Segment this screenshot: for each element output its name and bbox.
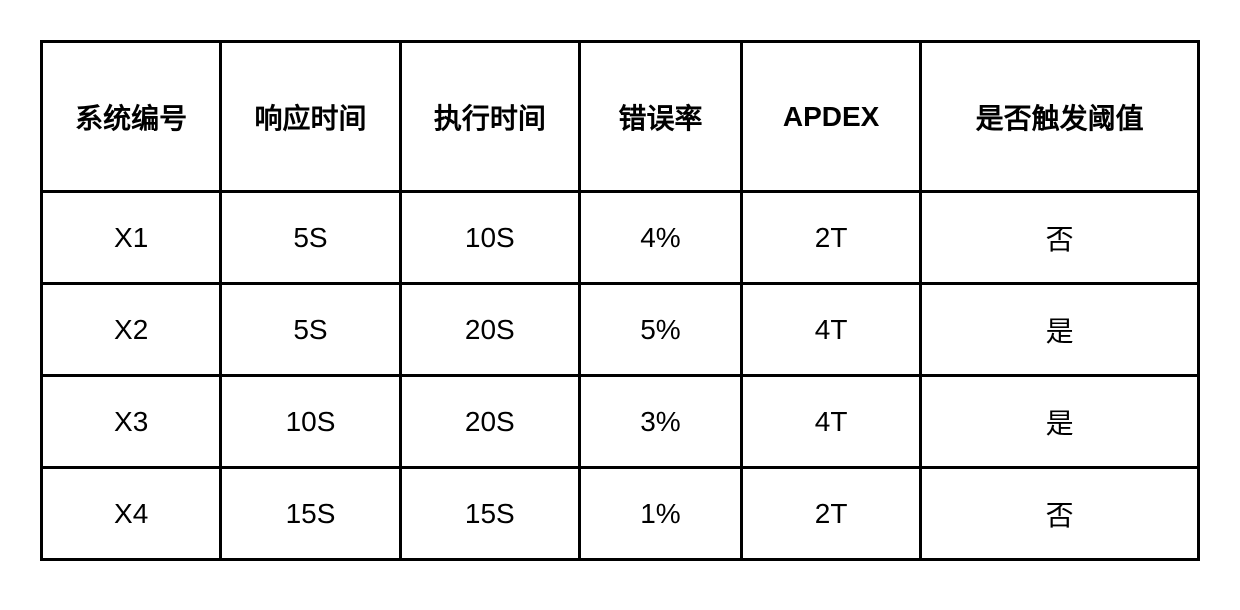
cell-error-rate: 4% bbox=[579, 192, 741, 284]
col-header-exec-time: 执行时间 bbox=[400, 42, 579, 192]
col-header-system-id: 系统编号 bbox=[42, 42, 221, 192]
cell-threshold: 否 bbox=[921, 468, 1199, 560]
table-row: X2 5S 20S 5% 4T 是 bbox=[42, 284, 1199, 376]
cell-threshold: 是 bbox=[921, 284, 1199, 376]
cell-apdex: 2T bbox=[741, 468, 920, 560]
cell-threshold: 否 bbox=[921, 192, 1199, 284]
cell-apdex: 4T bbox=[741, 284, 920, 376]
cell-threshold: 是 bbox=[921, 376, 1199, 468]
table-row: X1 5S 10S 4% 2T 否 bbox=[42, 192, 1199, 284]
table-header-row: 系统编号 响应时间 执行时间 错误率 APDEX 是否触发阈值 bbox=[42, 42, 1199, 192]
cell-system-id: X4 bbox=[42, 468, 221, 560]
col-header-threshold: 是否触发阈值 bbox=[921, 42, 1199, 192]
cell-response-time: 10S bbox=[221, 376, 400, 468]
cell-exec-time: 10S bbox=[400, 192, 579, 284]
col-header-response-time: 响应时间 bbox=[221, 42, 400, 192]
cell-system-id: X1 bbox=[42, 192, 221, 284]
cell-apdex: 2T bbox=[741, 192, 920, 284]
cell-exec-time: 20S bbox=[400, 376, 579, 468]
cell-system-id: X2 bbox=[42, 284, 221, 376]
cell-system-id: X3 bbox=[42, 376, 221, 468]
col-header-error-rate: 错误率 bbox=[579, 42, 741, 192]
cell-error-rate: 1% bbox=[579, 468, 741, 560]
data-table: 系统编号 响应时间 执行时间 错误率 APDEX 是否触发阈值 X1 5S 10… bbox=[40, 40, 1200, 561]
table-row: X3 10S 20S 3% 4T 是 bbox=[42, 376, 1199, 468]
cell-exec-time: 20S bbox=[400, 284, 579, 376]
table-header: 系统编号 响应时间 执行时间 错误率 APDEX 是否触发阈值 bbox=[42, 42, 1199, 192]
cell-apdex: 4T bbox=[741, 376, 920, 468]
table-body: X1 5S 10S 4% 2T 否 X2 5S 20S 5% 4T 是 X3 1… bbox=[42, 192, 1199, 560]
data-table-container: 系统编号 响应时间 执行时间 错误率 APDEX 是否触发阈值 X1 5S 10… bbox=[40, 40, 1200, 561]
cell-error-rate: 5% bbox=[579, 284, 741, 376]
table-row: X4 15S 15S 1% 2T 否 bbox=[42, 468, 1199, 560]
cell-response-time: 5S bbox=[221, 192, 400, 284]
cell-error-rate: 3% bbox=[579, 376, 741, 468]
cell-exec-time: 15S bbox=[400, 468, 579, 560]
col-header-apdex: APDEX bbox=[741, 42, 920, 192]
cell-response-time: 5S bbox=[221, 284, 400, 376]
cell-response-time: 15S bbox=[221, 468, 400, 560]
